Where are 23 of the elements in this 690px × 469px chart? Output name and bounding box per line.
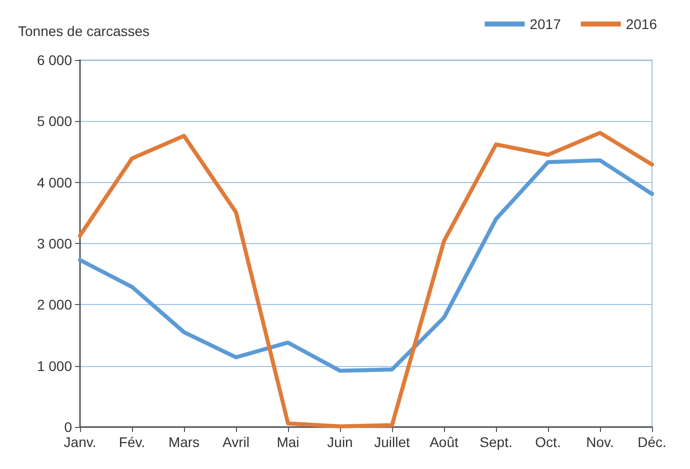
y-tick-label: 2 000 (36, 296, 72, 313)
y-tick-label: 1 000 (36, 358, 72, 374)
line-series (78, 158, 654, 373)
y-axis-title: Tonnes de carcasses (18, 23, 150, 39)
x-tick-label: Nov. (586, 434, 614, 450)
y-tick-label: 5 000 (36, 113, 72, 130)
y-tick-label: 6 000 (36, 52, 72, 68)
legend-label: 2016 (626, 16, 658, 32)
x-tick-label: Janv. (64, 434, 96, 450)
x-tick-label: Sept. (480, 434, 512, 450)
x-tick-label: Mars (168, 434, 200, 450)
x-tick-label: Août (430, 434, 459, 450)
y-tick-label: 4 000 (36, 174, 72, 190)
legend-label: 2017 (530, 16, 562, 32)
x-tick-label: Avril (222, 434, 250, 450)
x-tick-label: Fév. (118, 434, 146, 450)
x-tick-label: Mai (276, 434, 300, 450)
x-tick-label: Déc. (638, 434, 666, 450)
x-tick-label: Oct. (535, 434, 561, 450)
x-tick-label: Juillet (374, 434, 410, 450)
x-tick-label: Juin (327, 434, 353, 450)
y-tick-label: 3 000 (36, 236, 72, 252)
y-tick-label: 0 (64, 419, 72, 435)
